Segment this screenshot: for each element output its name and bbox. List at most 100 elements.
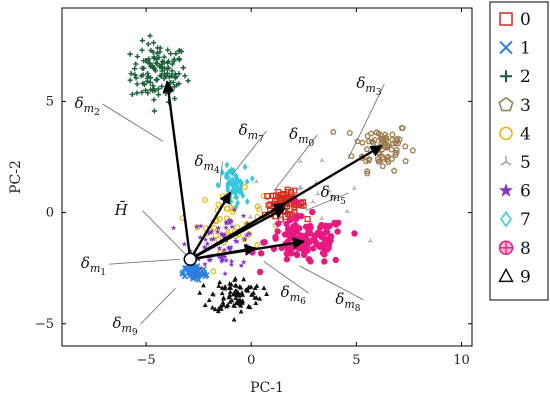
series-9-point [218,306,224,311]
series-9-point [216,283,222,288]
legend-label: 4 [520,124,531,144]
series-2-point [127,77,133,83]
series-2-point [159,58,165,65]
delta-arrow [162,80,192,260]
series-2-point [133,61,139,67]
series-2-point [139,47,145,53]
series-0-point [288,188,295,195]
series-3-point [398,124,406,131]
series-2-point [151,108,158,114]
series-9-point [233,295,239,301]
series-6-point [218,255,225,261]
series-3-point [393,146,400,153]
series-1-group [179,263,210,283]
series-3-point [389,131,396,138]
annotation-label: δm7 [239,121,264,145]
annotation-label: δm4 [194,152,219,176]
series-8-point [332,221,340,228]
series-6-point [208,229,214,235]
series-0-point [300,202,307,209]
series-2-point [185,78,191,84]
annotation-leader [231,130,267,176]
annotation-label: δm8 [335,290,360,314]
series-2-point [132,72,138,78]
series-3-point [354,138,361,145]
legend-item-6: 6 [498,182,531,202]
series-6-point [228,218,235,224]
series-4-point [215,201,222,208]
annotation-label: δm3 [356,74,381,98]
annotation-label: δm1 [81,254,106,278]
annotation-leader [108,258,180,265]
series-9-point [228,285,234,290]
series-8-point [274,228,281,235]
legend-label: 8 [520,239,531,259]
series-8-point [260,239,267,246]
series-2-point [133,75,139,81]
series-4-point [256,205,263,212]
annotation-leader [102,103,164,142]
series-5-point [344,208,350,214]
series-6-point [246,230,252,237]
series-6-point [225,244,232,250]
series-5-point [310,199,316,204]
series-3-point [348,152,355,159]
series-8-point [311,232,319,240]
delta-arrow [189,144,383,261]
legend-item-2: 2 [500,67,531,87]
series-3-point [367,130,375,137]
series-7-point [224,161,230,169]
series-3-point [384,142,391,149]
series-7-point [245,198,250,206]
series-6-point [216,245,223,251]
series-9-point [197,290,203,295]
series-9-point [234,292,239,298]
series-6-point [228,244,234,250]
series-6-point [208,236,215,242]
series-6-point [202,261,208,267]
series-6-point [221,247,227,253]
series-3-point [368,138,376,145]
series-2-point [169,61,175,67]
series-8-point [325,241,333,249]
series-3-point [402,157,409,164]
series-3-point [409,147,417,154]
series-2-point [139,89,145,95]
series-3-point [375,158,382,165]
series-9-point [210,291,216,296]
series-6-point [228,258,235,264]
series-9-point [246,284,252,290]
series-8-point [322,236,330,243]
legend-label: 0 [520,10,531,30]
series-3-point [402,143,409,150]
series-2-point [171,58,177,64]
series-7-point [244,178,250,186]
series-8-point [272,233,279,241]
delta-arrow [190,244,257,261]
series-6-point [243,242,250,248]
series-2-point [140,72,146,78]
series-6-point [198,223,204,229]
series-1-point [181,273,188,280]
annotation-leader [140,287,176,325]
series-9-point [221,295,227,301]
annotation-leader [263,261,309,294]
series-9-point [261,285,267,290]
annotation-label: δm0 [289,125,314,149]
series-9-point [230,291,236,297]
series-7-point [233,193,238,200]
series-5-point [319,158,325,163]
series-9-point [227,289,233,294]
series-6-point [227,246,233,252]
series-9-point [217,279,223,285]
series-5-point [247,214,253,219]
legend-marker-x [499,40,513,55]
series-8-point [289,223,297,230]
series-7-point [225,181,231,189]
series-8-point [334,228,341,235]
series-8-point [297,245,305,252]
series-3-point [379,162,387,169]
series-8-point [327,233,335,240]
series-9-point [252,295,258,300]
